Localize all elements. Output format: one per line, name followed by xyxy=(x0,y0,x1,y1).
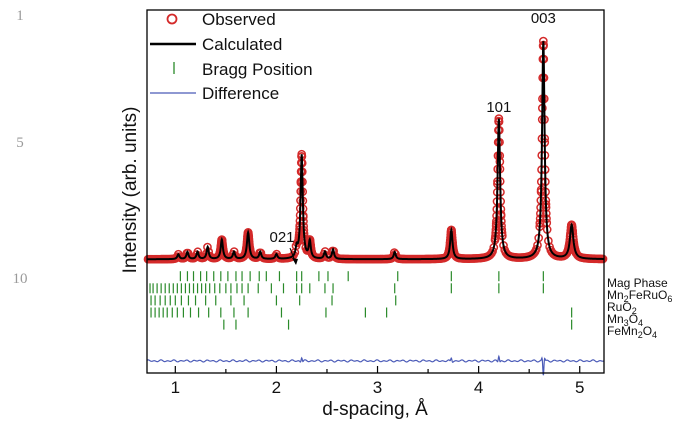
phase-label-part: O xyxy=(629,312,638,326)
line-number: 10 xyxy=(12,271,28,287)
observed-point xyxy=(488,246,497,256)
legend-label: Calculated xyxy=(202,35,282,54)
peak-label-101: 101 xyxy=(486,99,511,116)
peak-label-021: 021 xyxy=(269,229,294,246)
peak-label-003: 003 xyxy=(531,10,556,27)
difference-line xyxy=(146,354,605,376)
bragg-positions xyxy=(149,271,573,330)
phase-label-part: Mn xyxy=(607,288,624,302)
phase-label-part: Mn xyxy=(607,312,624,326)
plot-frame xyxy=(146,9,605,374)
legend-label: Bragg Position xyxy=(202,60,313,79)
peak-annotations: 003 101 021 xyxy=(269,10,556,265)
phase-label-part: RuO xyxy=(607,300,632,314)
phase-label: FeMn2O4 xyxy=(607,324,657,340)
phase-label-part: 2 xyxy=(624,294,629,304)
phase-label-part: 6 xyxy=(667,294,672,304)
x-tick-label: 3 xyxy=(373,378,382,397)
x-tick-label: 5 xyxy=(575,378,584,397)
phase-label-part: O xyxy=(643,324,652,338)
phase-label-part: 3 xyxy=(624,318,629,328)
x-tick-label: 1 xyxy=(171,378,180,397)
phase-label-part: 2 xyxy=(638,330,643,340)
phase-label: RuO2 xyxy=(607,300,637,316)
phase-label: Mn3O4 xyxy=(607,312,643,328)
x-axis-title: d-spacing, Å xyxy=(322,399,428,420)
phase-label: Mn2FeRuO6 xyxy=(607,288,672,304)
line-number: 1 xyxy=(16,8,24,24)
phase-label: Mag Phase xyxy=(607,276,668,290)
observed-point xyxy=(531,244,541,254)
phase-label-part: FeRuO xyxy=(629,288,668,302)
legend: Observed Calculated Bragg Position Differen… xyxy=(150,10,313,103)
calculated-line xyxy=(147,41,604,261)
phase-label-part: 2 xyxy=(632,306,637,316)
legend-label: Observed xyxy=(202,10,276,29)
phase-label-part: 4 xyxy=(652,330,657,340)
y-axis-title: Intensity (arb. units) xyxy=(120,107,141,274)
legend-observed-marker xyxy=(166,13,178,25)
annotation-arrowhead xyxy=(292,258,298,265)
x-tick-label: 4 xyxy=(474,378,483,397)
x-axis: 1 2 3 4 5 xyxy=(171,366,584,397)
phase-label-part: 4 xyxy=(638,318,643,328)
x-tick-label: 2 xyxy=(272,378,281,397)
line-number: 5 xyxy=(16,135,24,151)
legend-label: Difference xyxy=(202,84,279,103)
phase-label-part: FeMn xyxy=(607,324,638,338)
